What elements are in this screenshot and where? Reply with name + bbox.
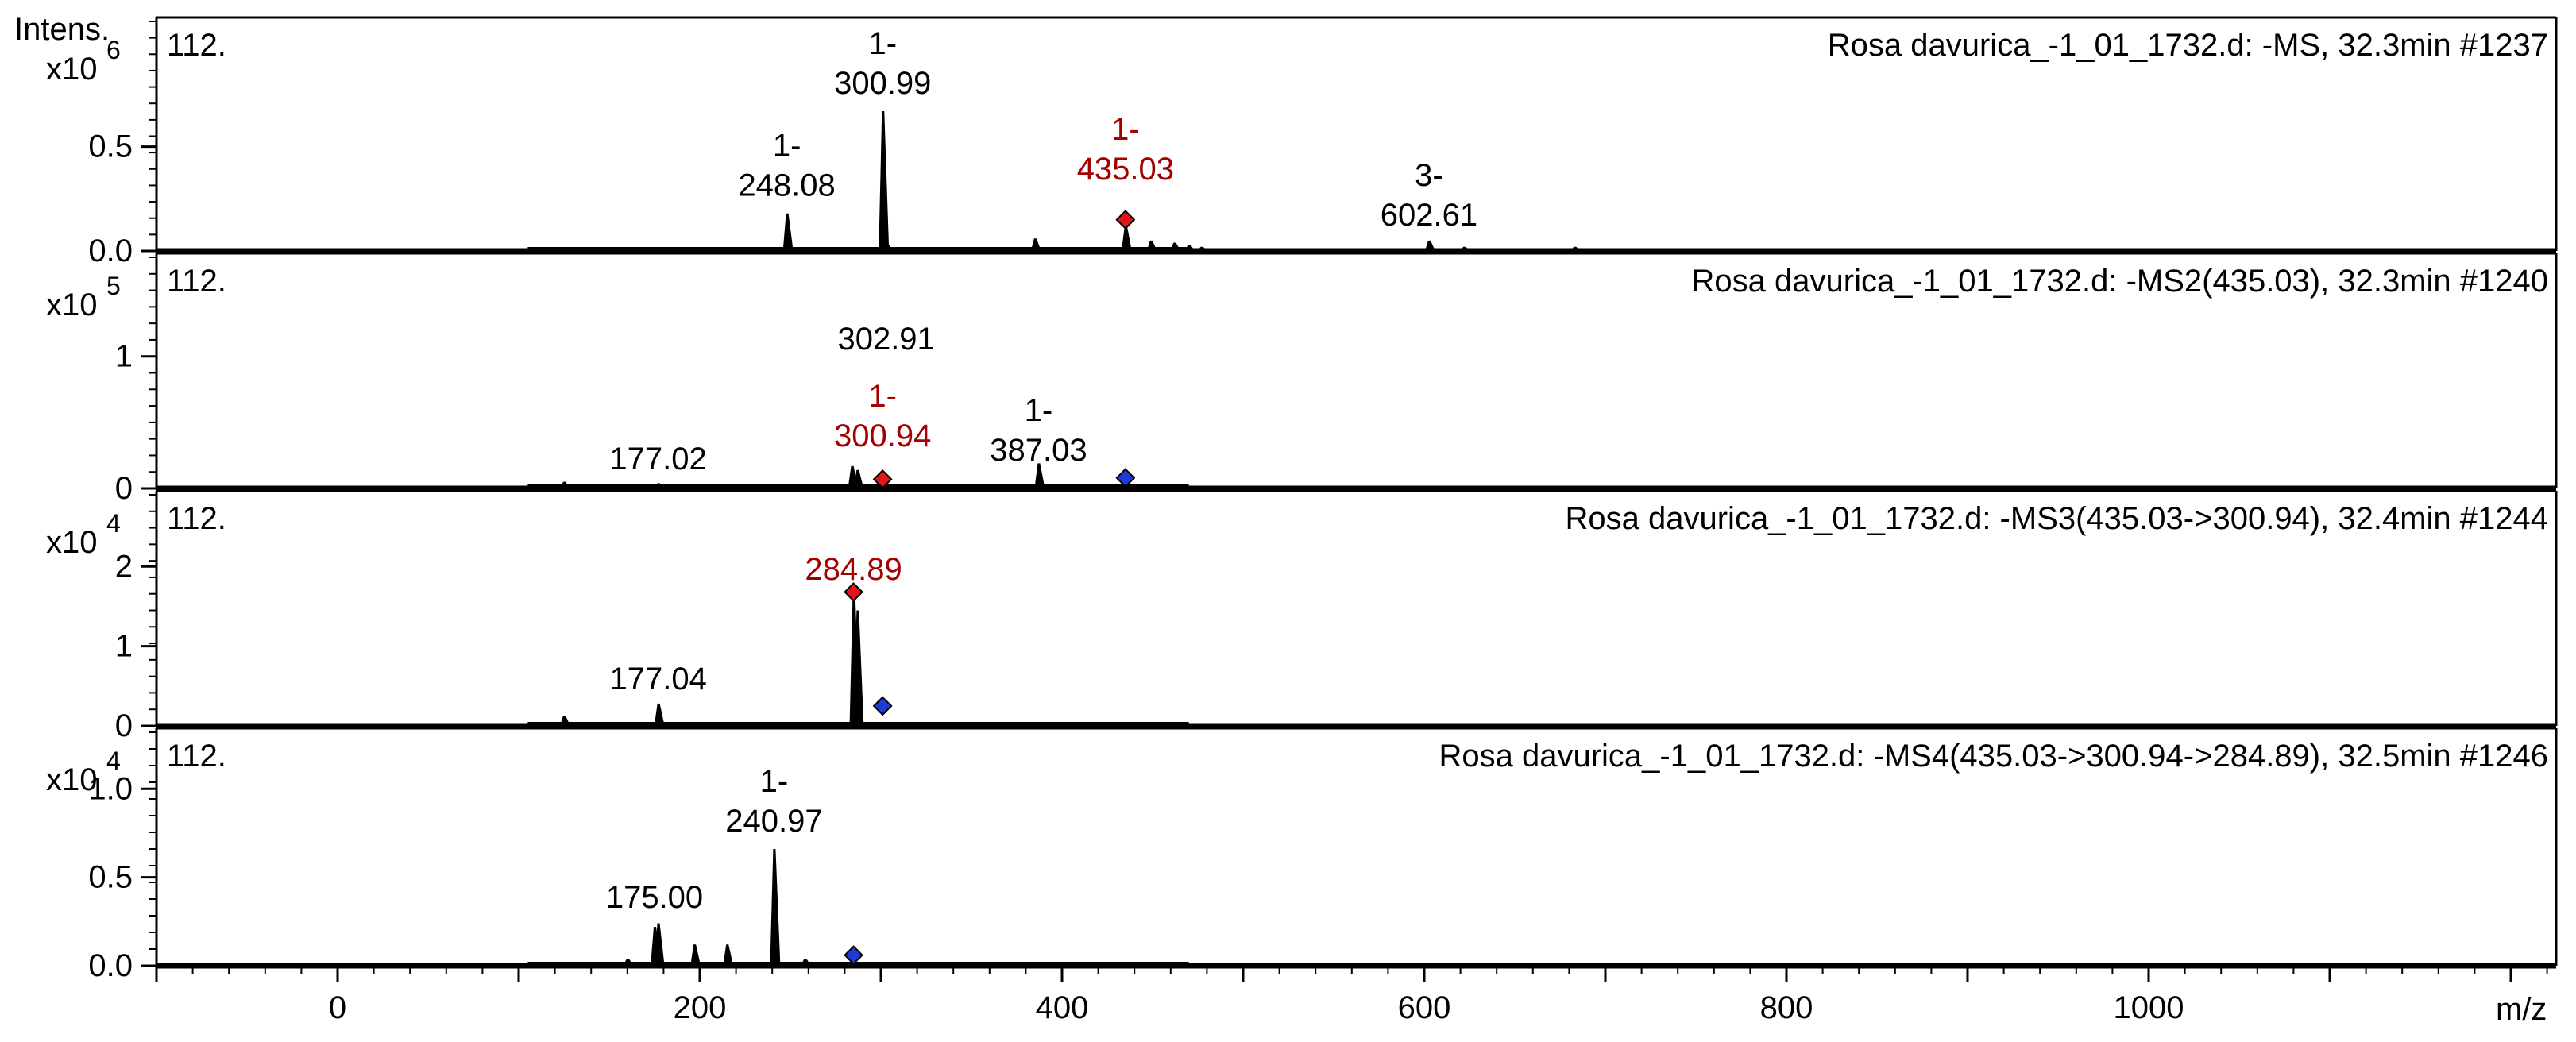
y-tick-label: 0 <box>115 708 133 743</box>
spectrum-peak <box>1170 242 1181 251</box>
y-axis-title: Intens. <box>14 12 110 47</box>
panel-corner-label: 112. <box>167 739 226 774</box>
peak-charge-label: 1- <box>868 26 897 61</box>
peak-charge-label: 3- <box>1415 158 1443 193</box>
spectrum-panel-ms3: 0 1 2 x10 4 112. Rosa davurica_-1_01_1732.d: -… <box>46 489 2558 743</box>
panel-header: Rosa davurica_-1_01_1732.d: -MS2(435.03)… <box>1692 264 2548 299</box>
peak-mz-label: 300.99 <box>834 66 931 101</box>
peak-mz-label: 248.08 <box>738 168 835 203</box>
spectrum-panel-ms2: 0 1 x10 5 112. Rosa davurica_-1_01_1732.d: -M… <box>46 252 2558 506</box>
peak-charge-label: 1- <box>1025 393 1053 428</box>
panel-header: Rosa davurica_-1_01_1732.d: -MS4(435.03-… <box>1439 739 2548 774</box>
peak-charge-label: 1- <box>773 129 801 164</box>
y-tick-label: 0.0 <box>88 948 133 983</box>
precursor-marker-red <box>844 582 863 602</box>
y-exponent-power: 5 <box>106 272 121 300</box>
peak-mz-label: 175.00 <box>606 880 703 915</box>
spectrum-peak <box>1184 245 1195 251</box>
panel-corner-label: 112. <box>167 264 226 299</box>
spectrum-peak <box>560 481 570 488</box>
spectrum-peak <box>690 944 701 966</box>
precursor-marker-blue <box>844 945 863 966</box>
y-exponent-base: x10 <box>46 52 98 87</box>
peak-mz-label: 240.97 <box>725 804 822 839</box>
peak-mz-label: 435.03 <box>1077 152 1174 187</box>
y-tick-label: 1 <box>115 339 133 374</box>
panel-corner-label: 112. <box>167 28 226 63</box>
x-axis-label: m/z <box>2496 992 2547 1027</box>
y-tick-label: 1.0 <box>88 771 133 806</box>
y-tick-label: 0 <box>115 471 133 506</box>
y-tick-label: 0.5 <box>88 860 133 895</box>
spectrum-peak <box>1197 246 1208 251</box>
spectrum-peak <box>1146 240 1157 251</box>
spectrum-peak <box>1570 246 1582 251</box>
spectrum-peak <box>882 242 893 251</box>
spectrum-peak <box>723 944 734 966</box>
x-tick-label: 600 <box>1398 990 1451 1025</box>
precursor-marker-blue <box>1115 468 1136 488</box>
peak-mz-label: 284.89 <box>805 552 902 587</box>
spectrum-peak <box>623 959 634 966</box>
y-exponent-base: x10 <box>46 525 98 560</box>
spectrum-peak <box>654 483 665 488</box>
panel-corner-label: 112. <box>167 501 226 536</box>
panel-header: Rosa davurica_-1_01_1732.d: -MS3(435.03-… <box>1566 501 2549 536</box>
x-tick-label: 200 <box>674 990 727 1025</box>
y-exponent-power: 6 <box>106 36 121 64</box>
spectrum-peak <box>560 715 570 726</box>
peak-mz-label: 387.03 <box>990 433 1087 468</box>
y-tick-label: 2 <box>115 549 133 584</box>
peak-mz-label: 302.91 <box>837 322 934 357</box>
spectrum-peak <box>770 849 781 966</box>
y-tick-label: 0.5 <box>88 129 133 164</box>
panel-header: Rosa davurica_-1_01_1732.d: -MS, 32.3min… <box>1828 28 2548 63</box>
x-tick-label: 0 <box>329 990 346 1025</box>
y-tick-label: 0.0 <box>88 233 133 268</box>
spectrum-peak <box>801 959 812 966</box>
spectrum-peak <box>879 110 890 251</box>
peak-charge-label: 1- <box>868 379 897 414</box>
peak-mz-label: 602.61 <box>1381 198 1477 233</box>
spectrum-peak <box>853 610 864 726</box>
panels-layer: 0.0 0.5 x10 6 112. Rosa davurica_-1_01_1732.d… <box>46 16 2558 983</box>
spectrum-peak <box>1121 226 1132 251</box>
peak-charge-label: 1- <box>1111 112 1140 147</box>
x-tick-label: 1000 <box>2114 990 2184 1025</box>
spectrum-panel-ms1: 0.0 0.5 x10 6 112. Rosa davurica_-1_01_1732.d… <box>46 16 2558 268</box>
spectrum-peak <box>853 469 864 488</box>
spectrum-peak <box>654 703 665 726</box>
spectrum-peak <box>774 721 785 726</box>
spectrum-peak <box>1460 246 1471 251</box>
y-exponent-power: 4 <box>106 747 121 775</box>
spectrum-peak <box>782 213 794 251</box>
peak-mz-label: 177.02 <box>609 442 706 477</box>
y-exponent-base: x10 <box>46 288 98 322</box>
precursor-marker-red <box>872 469 893 489</box>
y-exponent-base: x10 <box>46 762 98 797</box>
y-tick-label: 1 <box>115 629 133 664</box>
y-exponent-power: 4 <box>106 509 121 538</box>
spectrum-peak <box>1030 238 1041 251</box>
precursor-marker-red <box>1115 210 1136 230</box>
peak-mz-label: 177.04 <box>609 662 706 697</box>
peak-charge-label: 1- <box>760 764 789 799</box>
spectrum-peak <box>1424 240 1435 251</box>
x-tick-label: 800 <box>1760 990 1813 1025</box>
spectrum-peak <box>1034 463 1045 488</box>
precursor-marker-blue <box>872 696 893 716</box>
x-axis: 0 200 400 600 800 1000 <box>155 966 2548 1025</box>
x-tick-label: 400 <box>1036 990 1089 1025</box>
peak-mz-label: 300.94 <box>834 419 931 453</box>
spectrum-peak <box>654 923 665 966</box>
